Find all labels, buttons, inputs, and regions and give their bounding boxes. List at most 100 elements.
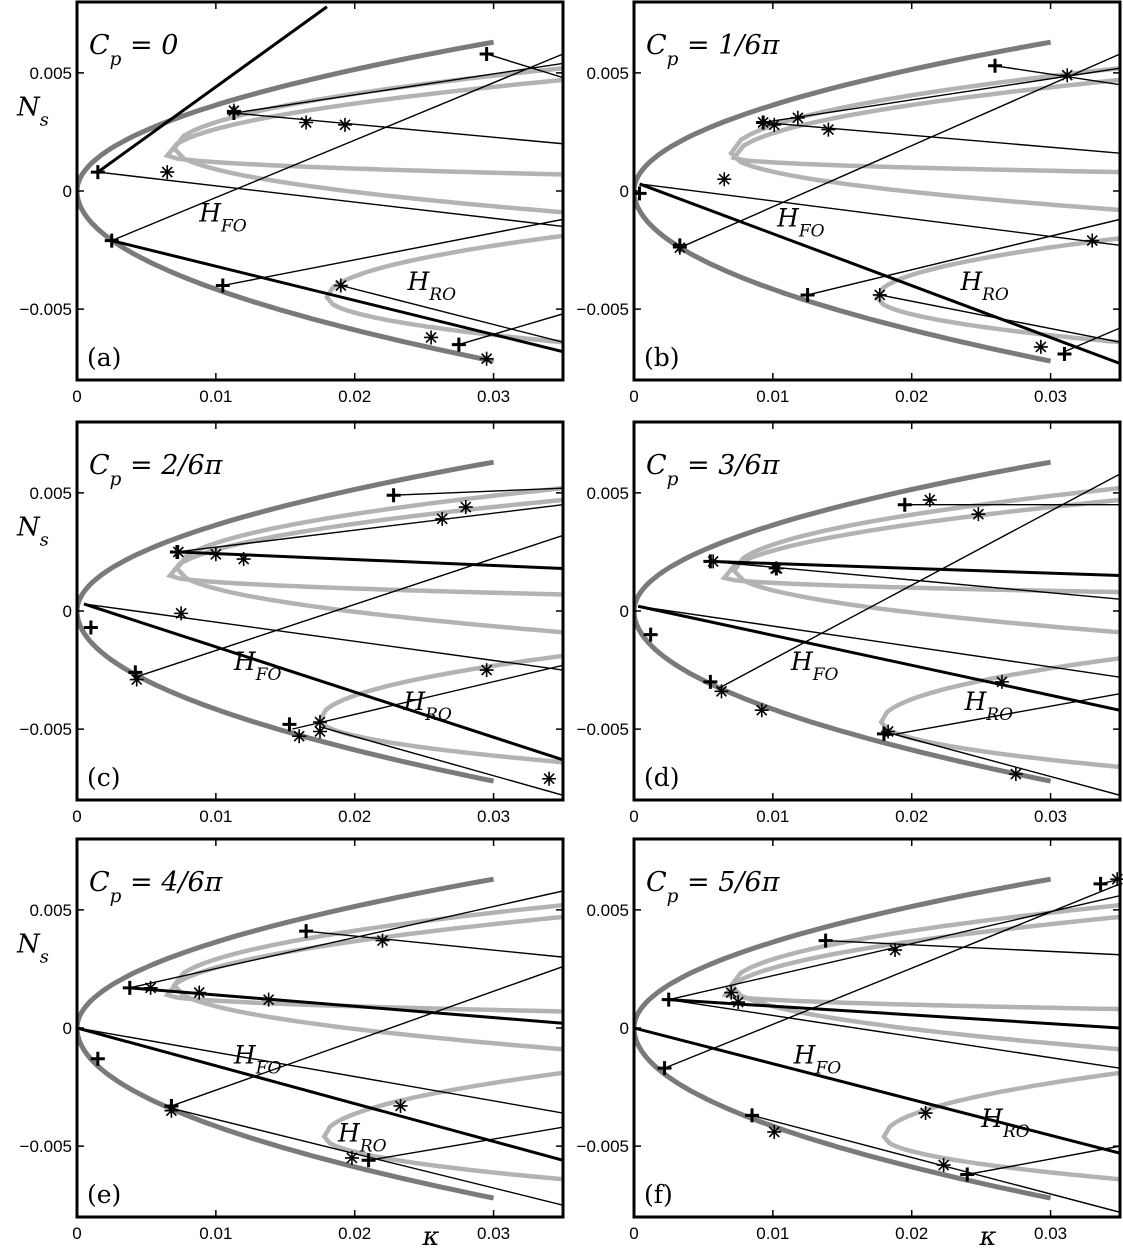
thick-line-2: [176, 550, 563, 570]
plus-marker: [1093, 876, 1108, 891]
panel-e: 0 0.01 0.02 0.03 0.005 0 −0.005 Cp = 4/6π (e) HFO…: [16, 837, 565, 1252]
plot-area: [77, 876, 563, 1206]
thin-line-5: [883, 730, 1120, 796]
x-tick-label: 0: [629, 387, 638, 406]
thin-line-1: [664, 883, 1120, 1069]
x-tick-label: 0.02: [895, 387, 928, 406]
inner-curve-2: [163, 77, 563, 177]
thin-line-6: [129, 890, 563, 989]
x-axis-label: κ: [422, 1222, 440, 1252]
x-tick-label: 0.03: [1034, 387, 1067, 406]
thin-line-4: [393, 487, 563, 496]
y-tick-label: −0.005: [20, 1137, 72, 1156]
star-marker: [724, 985, 739, 1000]
plus-marker: [215, 278, 230, 293]
thin-line-6: [176, 503, 563, 553]
thin-line-2: [638, 605, 1120, 678]
plus-marker: [122, 980, 137, 995]
thin-line-1: [716, 473, 1120, 690]
star-marker: [333, 278, 348, 293]
x-tick-label: 0: [72, 387, 81, 406]
inner-curve-2: [721, 914, 1120, 1012]
star-marker: [542, 771, 557, 786]
star-marker: [672, 240, 687, 255]
star-marker: [344, 1150, 359, 1165]
region-label: HRO: [980, 1104, 1030, 1142]
panel-letter: (c): [87, 763, 121, 792]
panel-title: Cp = 5/6π: [646, 867, 781, 907]
plot-area: [77, 459, 563, 796]
x-tick-label: 0.03: [477, 1224, 510, 1243]
star-marker: [888, 943, 903, 958]
plus-marker: [657, 1061, 672, 1076]
plus-marker: [90, 1051, 105, 1066]
star-marker: [770, 561, 785, 576]
x-tick-label: 0.02: [338, 1224, 371, 1243]
x-tick-label: 0.02: [338, 807, 371, 826]
y-axis-label: Ns: [16, 92, 49, 130]
y-tick-label: 0: [63, 182, 72, 201]
star-marker: [731, 995, 746, 1010]
y-axis-label: Ns: [16, 512, 49, 550]
plus-marker: [960, 1167, 975, 1182]
star-marker: [292, 729, 307, 744]
star-marker: [821, 122, 836, 137]
region-label: HRO: [402, 687, 452, 725]
y-tick-label: 0: [620, 602, 629, 621]
star-marker: [236, 552, 251, 567]
star-marker: [261, 992, 276, 1007]
plus-marker: [361, 1153, 376, 1168]
plus-marker: [1057, 347, 1072, 362]
star-marker: [994, 674, 1009, 689]
inner-curve-3: [321, 1070, 563, 1182]
thick-line-1: [637, 604, 1120, 712]
panel-letter: (b): [644, 343, 680, 372]
star-marker: [872, 287, 887, 302]
panel-f: 0 0.01 0.02 0.03 0.005 0 −0.005 Cp = 5/6π (f) HFO…: [577, 837, 1123, 1252]
star-marker: [479, 663, 494, 678]
thin-line-4: [222, 218, 563, 287]
panel-letter: (a): [87, 343, 121, 372]
panel-a: 0 0.01 0.02 0.03 0.005 0 −0.005 Cp = 0 (a) HFO HRO…: [16, 0, 565, 406]
thin-line-2: [77, 1027, 563, 1114]
plus-marker: [703, 674, 718, 689]
region-label: HRO: [337, 1118, 387, 1156]
region-label: HFO: [776, 203, 825, 241]
plus-marker: [104, 233, 119, 248]
plus-marker: [818, 933, 833, 948]
star-marker: [881, 724, 896, 739]
region-label: HRO: [406, 267, 456, 305]
thick-line-1: [634, 1026, 1120, 1155]
inner-curve-1: [731, 485, 1120, 635]
star-marker: [171, 544, 186, 559]
x-tick-label: 0.03: [1034, 807, 1067, 826]
y-tick-label: −0.005: [577, 300, 629, 319]
region-label: HFO: [233, 647, 282, 685]
thin-line-4: [807, 218, 1120, 296]
plus-marker: [745, 1108, 760, 1123]
x-tick-label: 0: [72, 1224, 81, 1243]
panel-letter: (e): [87, 1180, 121, 1209]
star-marker: [767, 117, 782, 132]
panel-title: Cp = 4/6π: [89, 867, 224, 907]
x-axis-label: κ: [979, 1222, 997, 1252]
y-tick-label: −0.005: [20, 720, 72, 739]
thin-line-3: [292, 664, 563, 730]
thick-line-2: [111, 239, 563, 354]
inner-curve-1: [728, 902, 1120, 1052]
panel-title: Cp = 3/6π: [646, 450, 781, 490]
thin-line-2: [668, 998, 1120, 1069]
star-marker: [1008, 767, 1023, 782]
star-marker: [717, 172, 732, 187]
thin-line-2: [97, 171, 563, 228]
star-marker: [299, 115, 314, 130]
panel-title: Cp = 0: [89, 30, 178, 70]
plus-marker: [451, 337, 466, 352]
region-label: HFO: [793, 1040, 842, 1078]
star-marker: [174, 606, 189, 621]
y-tick-label: −0.005: [20, 300, 72, 319]
thin-line-4: [368, 1126, 563, 1161]
plus-marker: [83, 620, 98, 635]
thin-line-1: [135, 534, 563, 678]
y-tick-label: −0.005: [577, 720, 629, 739]
